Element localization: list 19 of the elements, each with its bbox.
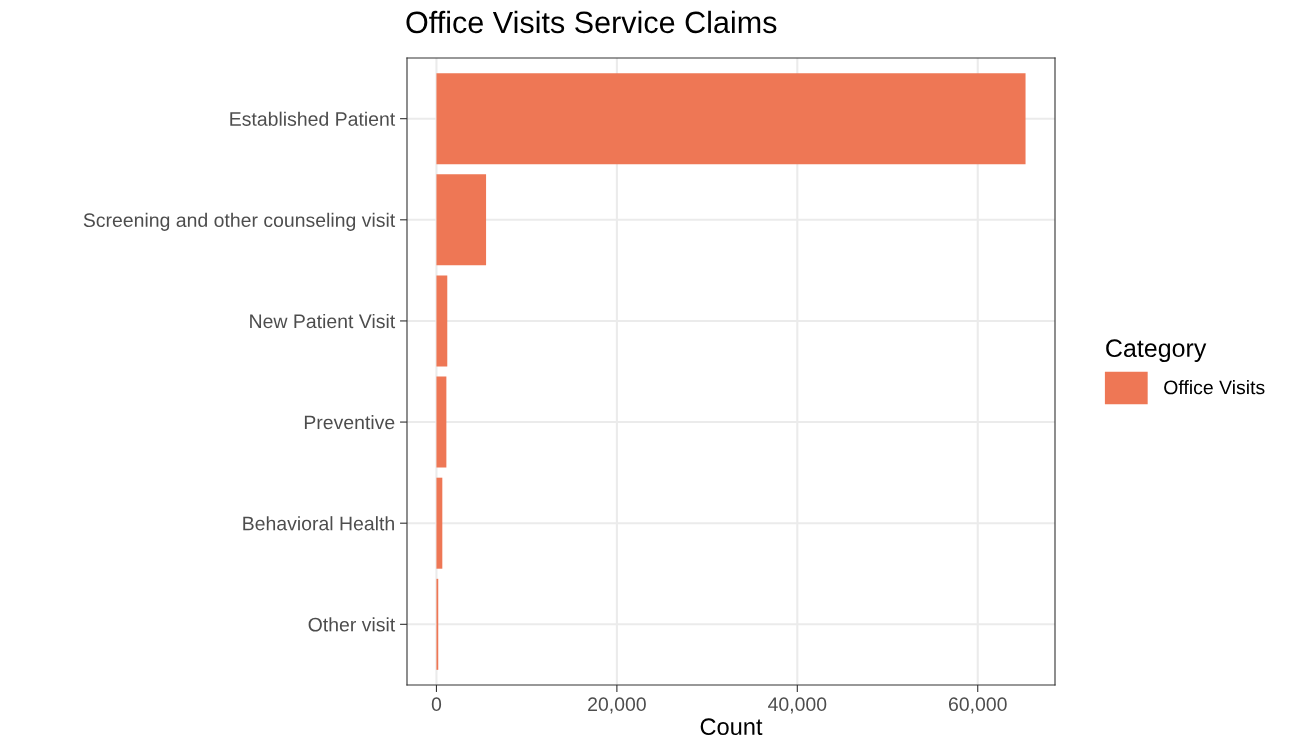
y-tick-label: Screening and other counseling visit bbox=[83, 212, 396, 231]
y-tick-label: New Patient Visit bbox=[250, 313, 396, 329]
bar bbox=[436, 73, 1026, 165]
x-tick-label: 0 bbox=[431, 697, 442, 712]
chart-title: Office Visits Service Claims bbox=[406, 10, 777, 34]
bar bbox=[436, 376, 447, 468]
x-axis-title: Count bbox=[700, 718, 763, 736]
x-tick-label: 20,000 bbox=[588, 697, 646, 714]
bar bbox=[436, 275, 448, 367]
legend-label: Office Visits bbox=[1164, 380, 1265, 395]
y-tick-label: Preventive bbox=[304, 415, 395, 430]
y-tick-label: Behavioral Health bbox=[243, 516, 394, 531]
x-tick-label: 40,000 bbox=[768, 697, 827, 714]
x-tick-label: 60,000 bbox=[948, 697, 1007, 714]
bar bbox=[436, 477, 443, 569]
bar bbox=[436, 174, 487, 266]
y-tick-label: Established Patient bbox=[230, 111, 396, 126]
y-tick-label: Other visit bbox=[308, 617, 396, 632]
legend-title: Category bbox=[1106, 339, 1207, 363]
